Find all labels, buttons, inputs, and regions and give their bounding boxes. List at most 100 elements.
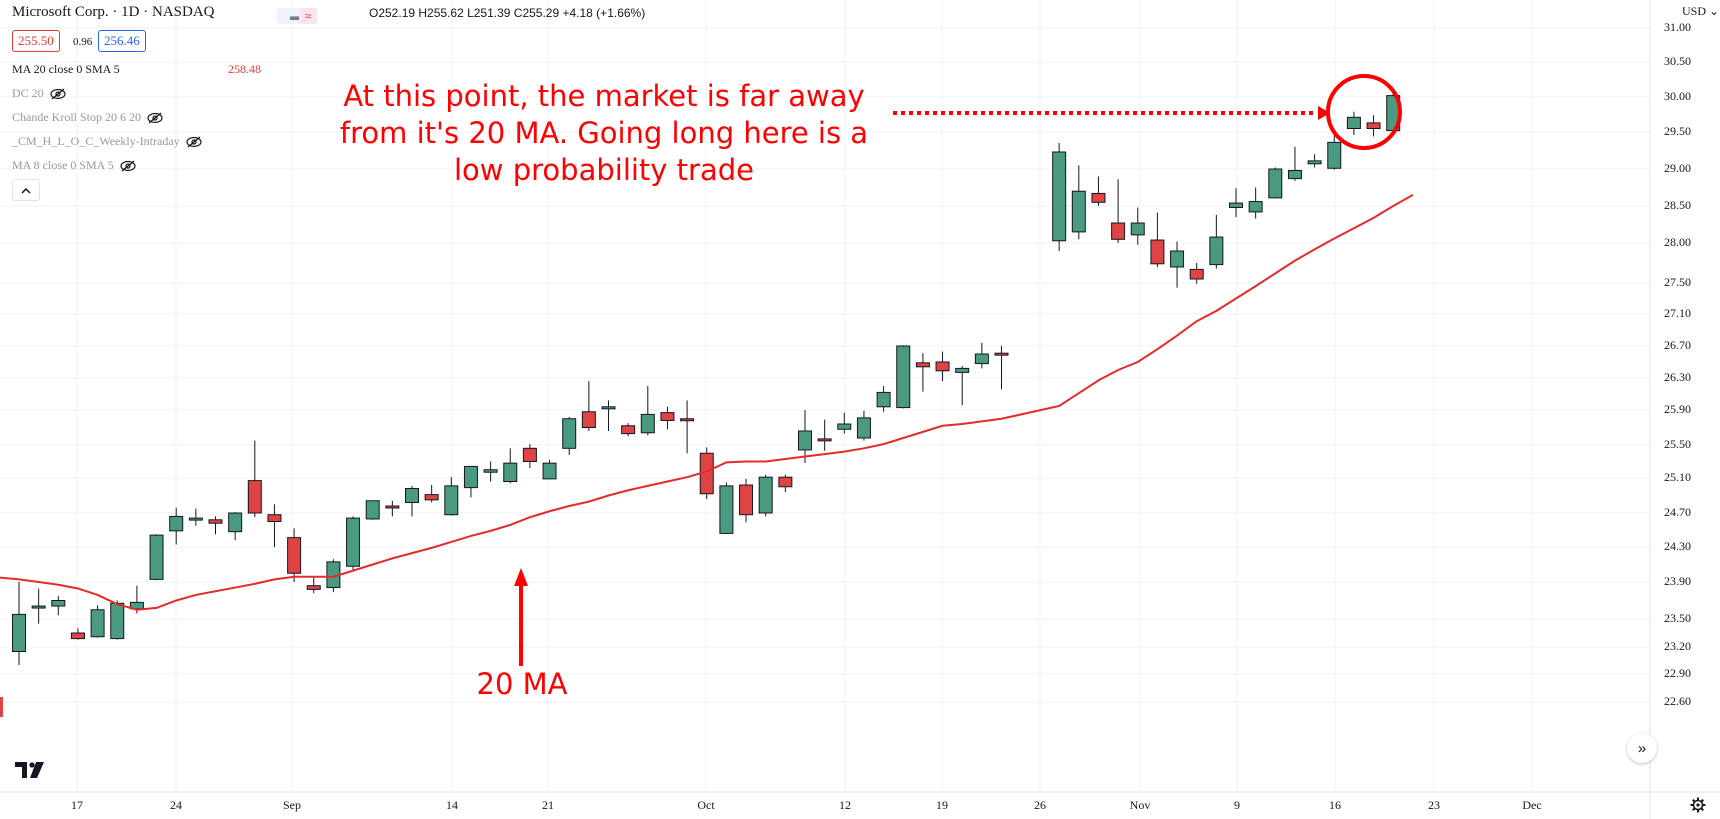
candle-bearish [1091, 192, 1106, 203]
candle-bearish [680, 418, 695, 422]
candle-bullish [1248, 201, 1263, 213]
candle-bearish [1189, 268, 1204, 280]
spread-value: 0.96 [73, 36, 93, 48]
annotation-circle [1326, 74, 1402, 150]
price-tick-label: 28.50 [1664, 198, 1691, 212]
price-tick-label: 22.90 [1664, 666, 1691, 680]
candle-bullish [405, 488, 419, 503]
indicator-ma8[interactable]: MA 8 close 0 SMA 5 [12, 158, 136, 173]
time-tick-label: 17 [71, 798, 83, 812]
candle-bullish [1052, 151, 1067, 242]
candle-bullish [1170, 250, 1185, 268]
price-tick-label: 28.00 [1664, 235, 1691, 249]
eye-hidden-icon[interactable] [147, 112, 163, 124]
candle-bullish [463, 465, 478, 489]
price-tick-label: 27.50 [1664, 275, 1691, 289]
indicator-ma20[interactable]: MA 20 close 0 SMA 5 [12, 62, 120, 77]
candle-bullish [51, 600, 66, 607]
price-tick-label: 23.90 [1664, 574, 1691, 588]
candle-bullish [876, 391, 891, 408]
price-tick-label: 25.50 [1664, 437, 1691, 451]
indicator-label: MA 8 close 0 SMA 5 [12, 158, 114, 172]
candle-bullish [365, 500, 380, 520]
time-tick-label: 24 [170, 798, 182, 812]
price-tick-label: 31.00 [1664, 20, 1691, 34]
time-tick-label: 19 [936, 798, 948, 812]
eye-hidden-icon[interactable] [186, 136, 202, 148]
time-tick-label: Nov [1129, 798, 1151, 812]
candle-bearish [287, 537, 302, 574]
candle-bullish [837, 423, 852, 430]
annotation-note: At this point, the market is far away fr… [339, 79, 869, 187]
candle-bullish [601, 406, 616, 410]
time-tick-label: 16 [1329, 798, 1341, 812]
settings-gear-icon[interactable] [1690, 797, 1706, 813]
candle-bullish [1209, 236, 1224, 266]
currency-selector[interactable]: USD ⌄ [1682, 4, 1719, 19]
candle-bullish [640, 413, 655, 434]
candle-bullish [346, 517, 361, 567]
candle-bearish [660, 412, 675, 421]
candle-bullish [1268, 168, 1283, 199]
candle-bearish [935, 361, 950, 372]
ohlc-readout: O252.19 H255.62 L251.39 C255.29 +4.18 (+… [369, 6, 646, 20]
candle-bullish [110, 602, 125, 640]
candle-bearish [247, 480, 262, 514]
scroll-to-realtime-button[interactable]: » [1627, 733, 1657, 763]
compare-button[interactable]: ≈ [299, 8, 317, 24]
eye-hidden-icon[interactable] [50, 88, 66, 100]
candle-bullish [1229, 202, 1243, 208]
price-tick-label: 24.70 [1664, 505, 1691, 519]
candle-bearish [739, 484, 754, 516]
indicator-label: _CM_H_L_O_C_Weekly-Intraday [12, 134, 180, 148]
candle-bearish [522, 447, 537, 462]
eye-hidden-icon[interactable] [120, 160, 136, 172]
symbol-title[interactable]: Microsoft Corp. · 1D · NASDAQ [12, 4, 215, 20]
candle-bullish [503, 462, 518, 482]
price-tick-label: 29.00 [1664, 161, 1691, 175]
indicator-label: DC 20 [12, 86, 44, 100]
candle-bearish [581, 411, 596, 428]
candle-bullish [444, 485, 459, 516]
candle-bearish [817, 438, 832, 442]
candle-bearish [1111, 222, 1126, 240]
candle-bullish [758, 476, 773, 514]
candle-bearish [267, 514, 282, 523]
time-tick-label: Dec [1522, 798, 1542, 812]
candle-bullish [719, 485, 734, 534]
price-tick-label: 25.10 [1664, 470, 1691, 484]
collapse-legend-button[interactable] [12, 179, 40, 201]
candle-bullish [1327, 141, 1342, 169]
chevron-down-icon: ⌄ [1709, 4, 1720, 18]
left-edge-marker [0, 697, 3, 717]
candle-bullish [896, 345, 911, 409]
candle-bullish [1307, 160, 1322, 165]
candle-bullish [31, 605, 46, 609]
price-tick-label: 22.60 [1664, 694, 1691, 708]
candle-bearish [915, 362, 930, 368]
ma20-line [0, 194, 1414, 611]
indicator-label: Chande Kroll Stop 20 6 20 [12, 110, 141, 124]
candle-bullish [542, 462, 557, 480]
indicator-dc20[interactable]: DC 20 [12, 86, 66, 101]
price-tick-label: 29.50 [1664, 124, 1691, 138]
tradingview-logo-icon[interactable] [14, 760, 46, 780]
sell-price-button[interactable]: 255.50 [12, 30, 60, 52]
candle-bullish [1287, 169, 1302, 180]
candle-bullish [1130, 222, 1145, 236]
candle-bullish [228, 512, 243, 533]
candle-bearish [1366, 122, 1381, 130]
chevron-up-icon [21, 187, 31, 194]
candle-bearish [778, 476, 793, 488]
indicator-chande-kroll[interactable]: Chande Kroll Stop 20 6 20 [12, 110, 163, 125]
time-tick-label: 23 [1428, 798, 1440, 812]
price-tick-label: 27.10 [1664, 306, 1691, 320]
candle-bearish [208, 519, 223, 524]
annotation-arrowhead-up [514, 568, 528, 586]
price-tick-label: 30.00 [1664, 89, 1691, 103]
time-tick-label: 12 [839, 798, 851, 812]
indicator-cm-hloc[interactable]: _CM_H_L_O_C_Weekly-Intraday [12, 134, 202, 149]
approx-icon: ≈ [304, 9, 312, 23]
buy-price-button[interactable]: 256.46 [98, 30, 146, 52]
